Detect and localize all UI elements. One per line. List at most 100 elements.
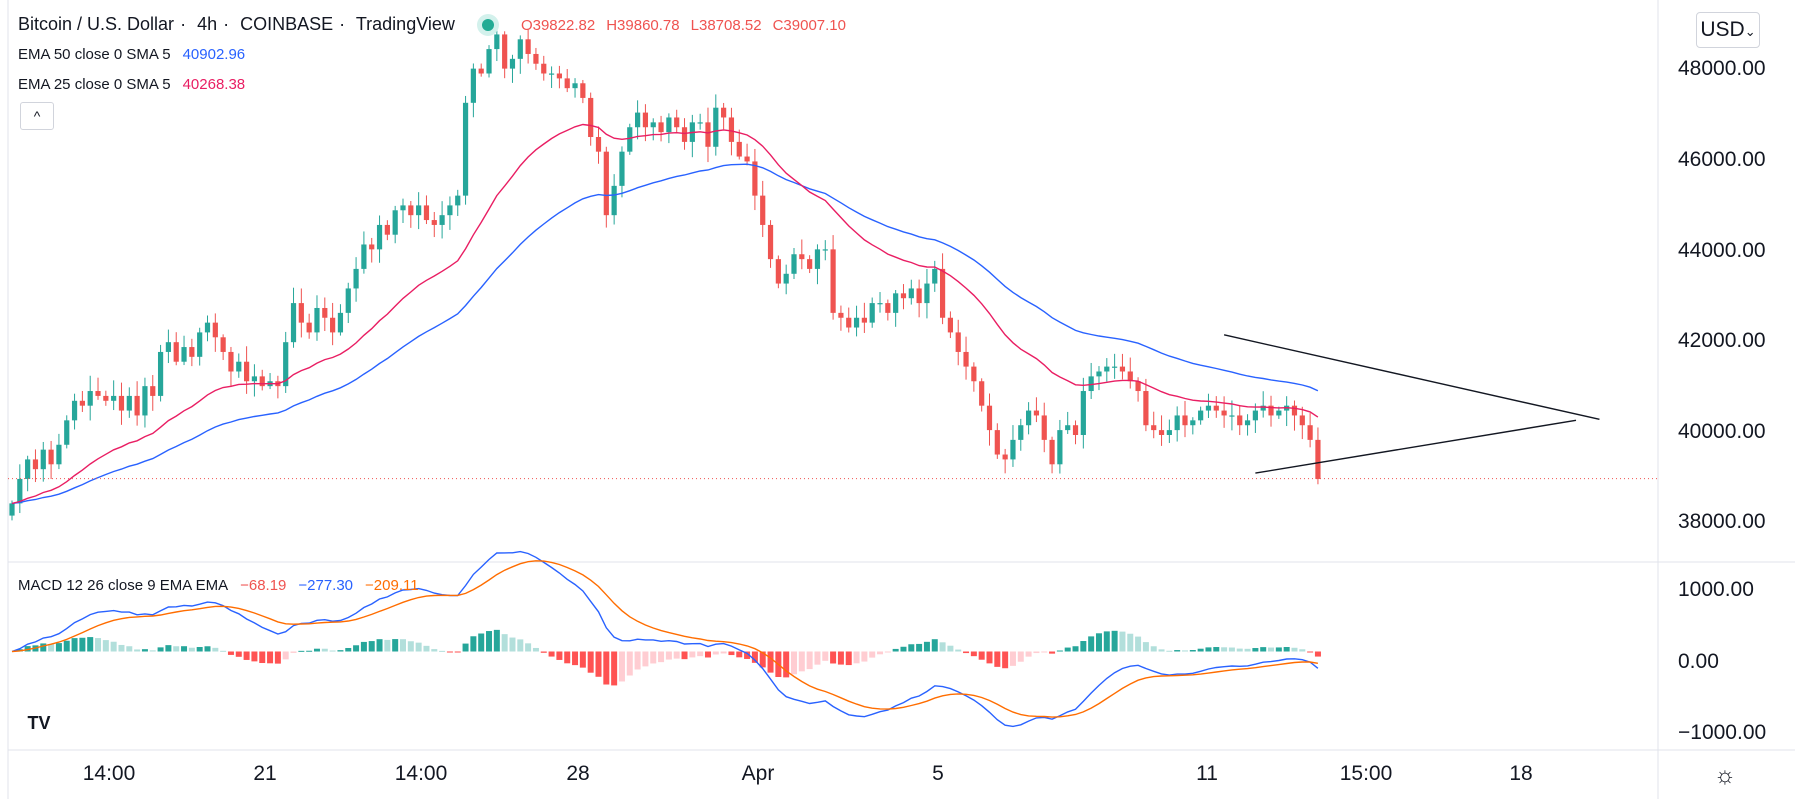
- macd-histogram-bar: [1275, 647, 1282, 652]
- candle-body: [736, 141, 742, 157]
- candle-body: [900, 293, 907, 299]
- macd-tick-0: 0.00: [1678, 650, 1719, 673]
- macd-histogram-bar: [165, 645, 172, 652]
- macd-histogram-bar: [220, 650, 227, 652]
- candle-body: [1252, 410, 1258, 421]
- settings-icon[interactable]: ☼: [1714, 762, 1736, 789]
- candle-body: [1104, 366, 1110, 372]
- legend-ema50[interactable]: EMA 50 close 0 SMA 5 40902.96: [18, 46, 245, 63]
- legend-macd[interactable]: MACD 12 26 close 9 EMA EMA −68.19 −277.30−…: [18, 577, 419, 594]
- macd-histogram-bar: [626, 651, 633, 676]
- candle-body: [392, 210, 398, 235]
- candle-body: [126, 395, 132, 411]
- symbol-title[interactable]: Bitcoin / U.S. Dollar: [18, 14, 175, 34]
- candle-body: [979, 381, 985, 406]
- candle-body: [893, 293, 899, 313]
- macd-histogram-bar: [95, 638, 102, 652]
- candle-body: [25, 459, 31, 479]
- macd-histogram-bar: [986, 651, 993, 664]
- candle-body: [728, 117, 735, 142]
- candle-body: [345, 288, 351, 313]
- macd-tick-minus1000: −1000.00: [1678, 721, 1767, 744]
- tradingview-logo[interactable]: TV: [27, 713, 51, 733]
- macd-histogram-bar: [900, 646, 907, 652]
- time-tick-9: 18: [1509, 762, 1533, 785]
- candle-body: [783, 273, 789, 284]
- candle-body: [1080, 391, 1086, 435]
- legend-ema25[interactable]: EMA 25 close 0 SMA 5 40268.38: [18, 76, 245, 93]
- candle-body: [1057, 430, 1063, 465]
- macd-histogram-bar: [1291, 647, 1298, 652]
- candle-body: [517, 39, 523, 59]
- macd-histogram-bar: [939, 642, 946, 652]
- candle-body: [814, 249, 821, 269]
- macd-histogram-bar: [884, 651, 891, 653]
- ohlc-low: 38708.52: [698, 17, 762, 34]
- exchange-label: COINBASE: [240, 14, 334, 34]
- macd-histogram-bar: [525, 643, 532, 652]
- candle-body: [56, 444, 62, 465]
- macd-histogram-bar: [611, 651, 618, 686]
- candle-body: [157, 351, 164, 396]
- macd-histogram-bar: [759, 651, 766, 668]
- macd-histogram-bar: [1236, 648, 1243, 652]
- macd-histogram-bar: [267, 651, 274, 664]
- macd-histogram-bar: [806, 651, 813, 670]
- candle-body: [916, 288, 922, 304]
- macd-histogram-bar: [1064, 647, 1071, 652]
- macd-histogram-bar: [345, 647, 352, 652]
- macd-histogram-bar: [704, 651, 711, 658]
- candle-body: [1260, 405, 1266, 411]
- candle-body: [251, 376, 258, 382]
- candle-body: [1299, 415, 1305, 426]
- ohlc-close-label: C: [772, 17, 784, 34]
- candle-body: [525, 39, 531, 54]
- candle-body: [1041, 415, 1047, 440]
- time-tick-7: 11: [1196, 762, 1218, 785]
- macd-histogram-bar: [1221, 647, 1228, 652]
- candle-body: [1018, 425, 1024, 440]
- candle-body: [635, 112, 641, 128]
- currency-selector[interactable]: USD⌄: [1696, 12, 1760, 48]
- macd-histogram-bar: [1252, 648, 1259, 652]
- candle-body: [416, 205, 422, 216]
- candle-body: [478, 68, 484, 74]
- candle-body: [807, 259, 813, 269]
- candle-body: [681, 127, 688, 142]
- macd-histogram-bar: [407, 641, 414, 652]
- candle-body: [541, 63, 547, 74]
- macd-histogram-bar: [665, 651, 672, 660]
- candle-body: [462, 102, 469, 196]
- macd-histogram-bar: [118, 644, 125, 652]
- macd-histogram-bar: [188, 647, 195, 652]
- macd-histogram-bar: [1189, 650, 1196, 652]
- interval-label[interactable]: 4h: [197, 14, 218, 34]
- candle-body: [32, 459, 39, 470]
- macd-histogram-bar: [509, 637, 516, 652]
- ema25-line: [11, 123, 1319, 505]
- macd-histogram-bar: [1033, 651, 1040, 654]
- time-tick-2: 21: [253, 762, 277, 785]
- macd-histogram-bar: [877, 651, 884, 655]
- macd-histogram-bar: [1009, 651, 1016, 666]
- macd-histogram-bar: [181, 646, 188, 652]
- candle-body: [603, 151, 609, 216]
- candle-body: [548, 73, 555, 75]
- candle-body: [1205, 405, 1212, 411]
- candle-body: [885, 303, 891, 313]
- macd-histogram-bar: [290, 651, 297, 653]
- macd-histogram-bar: [869, 651, 876, 658]
- macd-histogram-bar: [1041, 651, 1048, 653]
- collapse-legend-button[interactable]: ^: [20, 102, 54, 130]
- macd-histogram-bar: [931, 639, 938, 652]
- candle-body: [705, 122, 711, 147]
- macd-histogram-bar: [548, 651, 555, 657]
- candle-body: [376, 224, 383, 250]
- candle-body: [1237, 415, 1243, 426]
- candle-body: [846, 317, 852, 328]
- macd-histogram-bar: [157, 647, 164, 652]
- macd-histogram-bar: [149, 650, 156, 652]
- price-tick-38000: 38000.00: [1678, 510, 1766, 533]
